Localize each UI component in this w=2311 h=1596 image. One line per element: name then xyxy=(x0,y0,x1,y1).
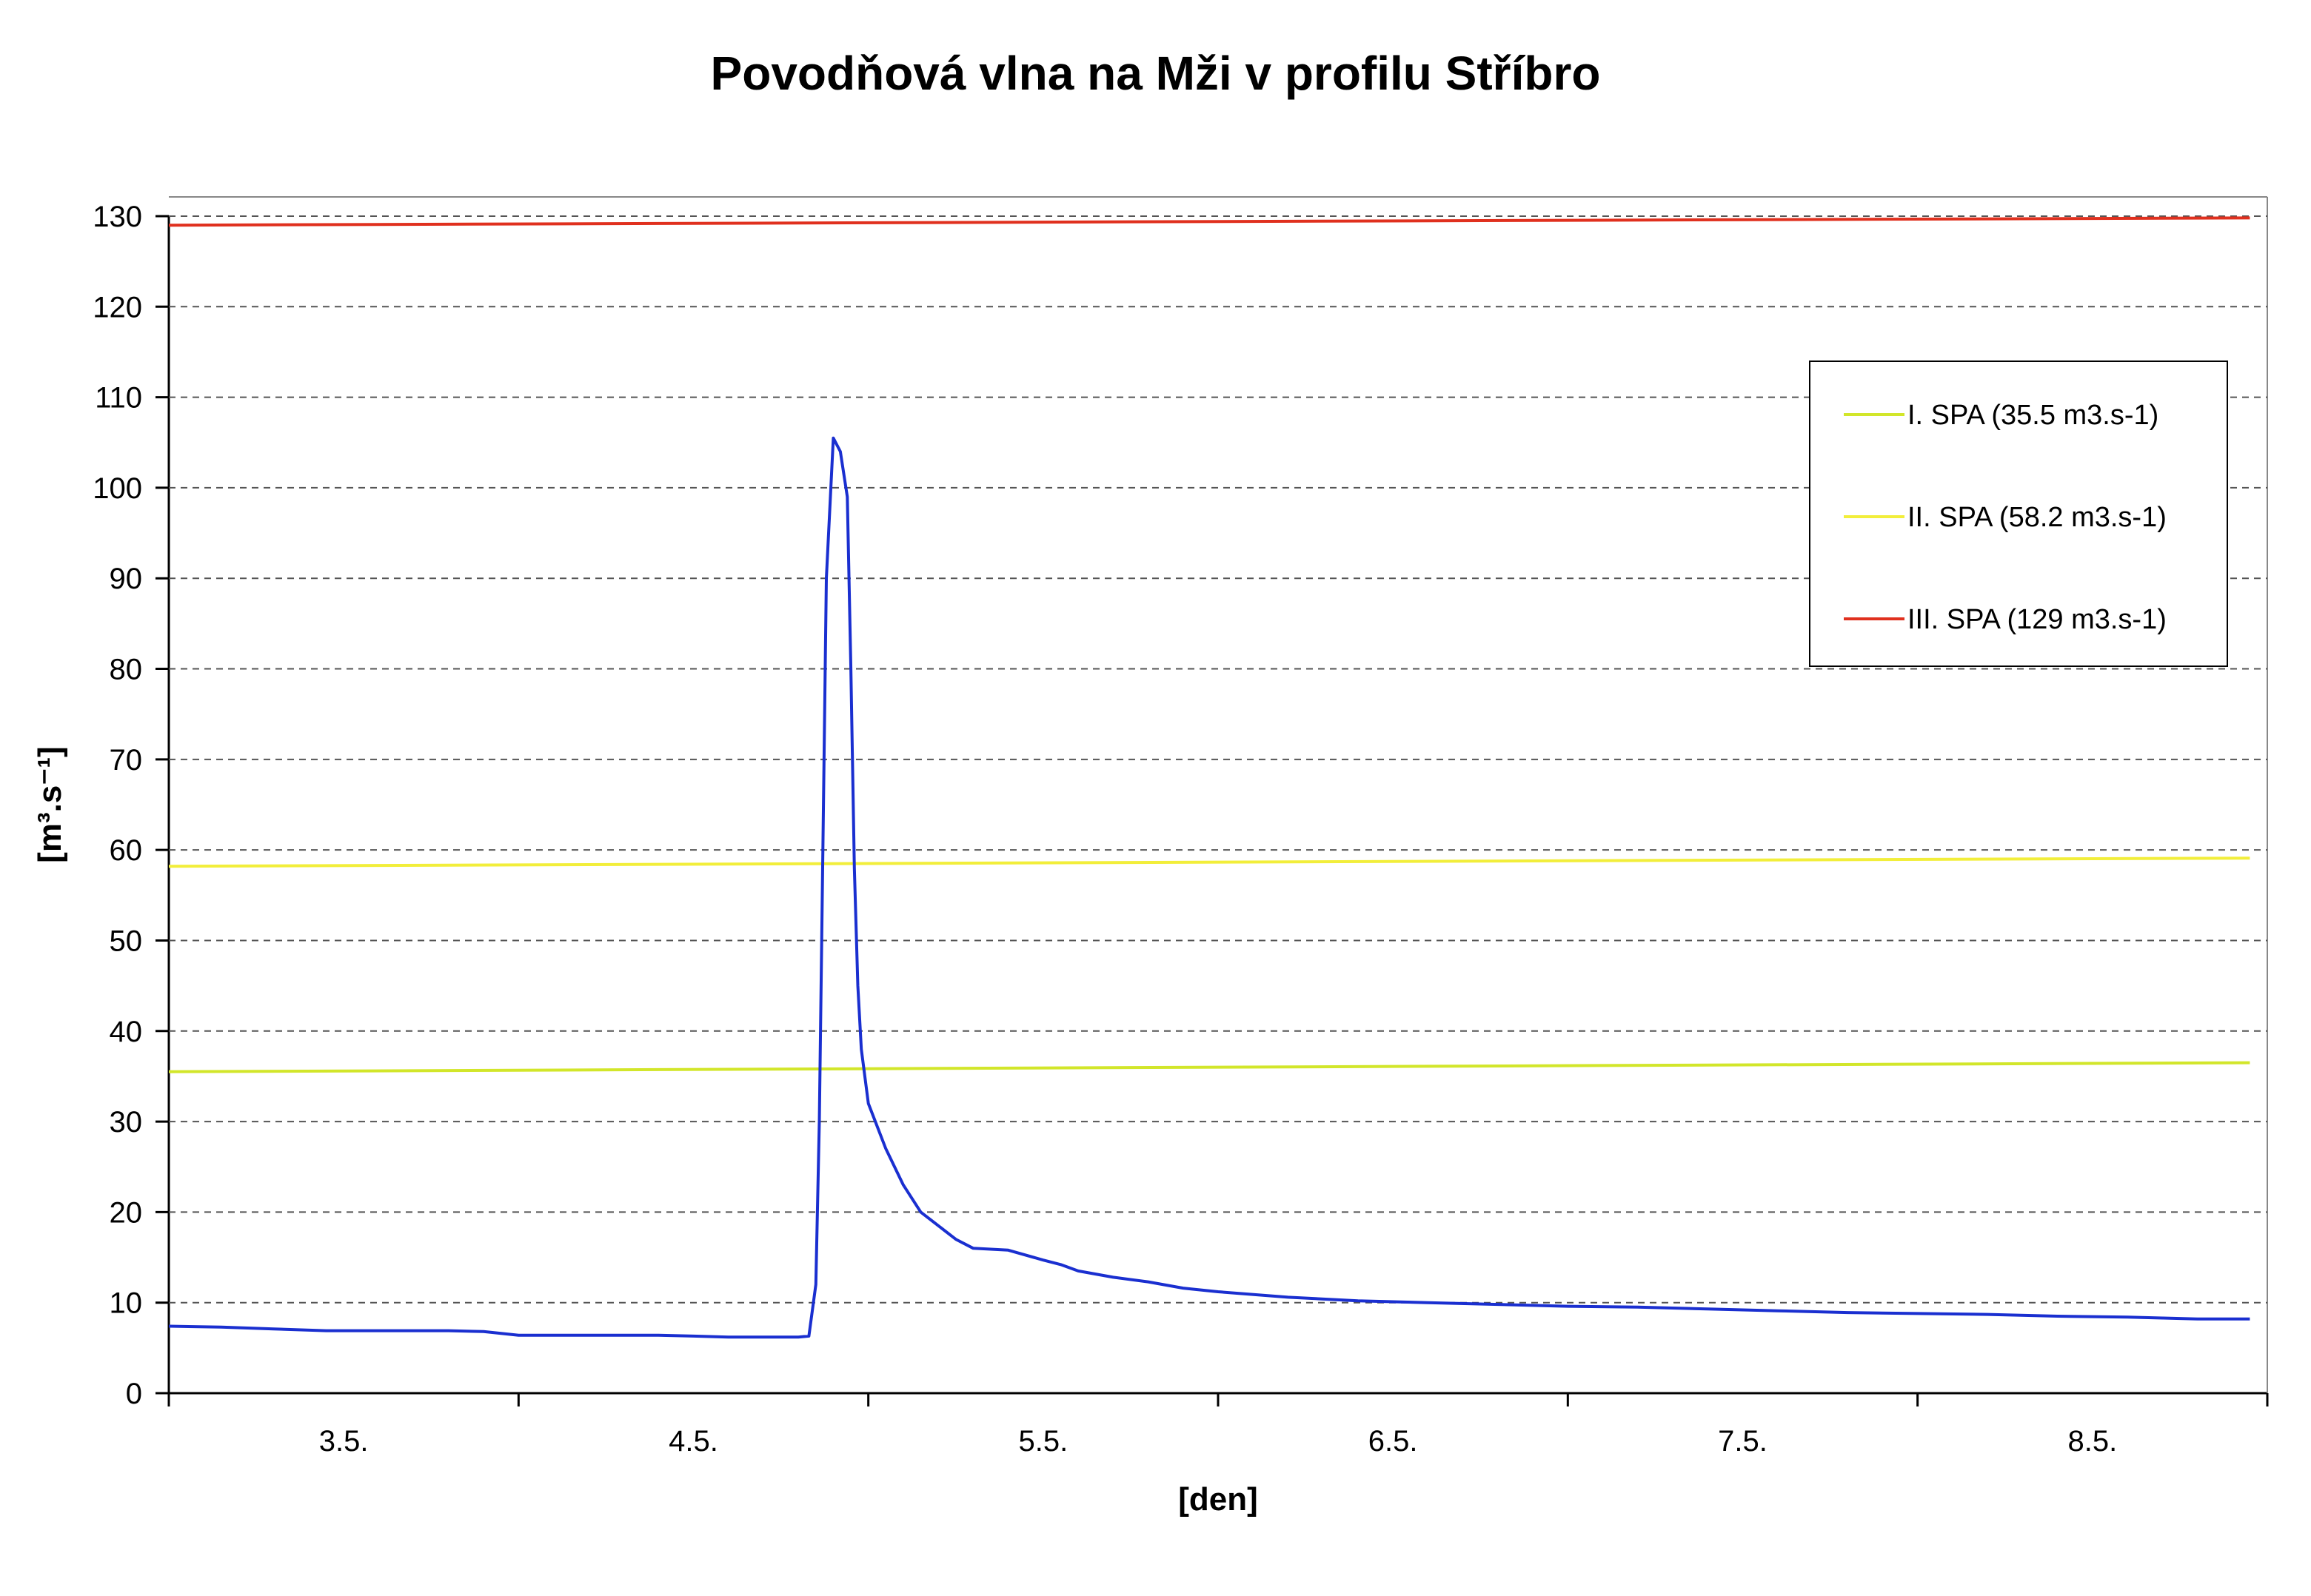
y-tick-label: 70 xyxy=(110,744,143,777)
series-line xyxy=(168,216,2250,227)
y-tick-label: 110 xyxy=(95,382,142,415)
y-tick-label: 0 xyxy=(126,1378,142,1410)
y-tick-label: 40 xyxy=(110,1016,143,1048)
y-tick-label: 100 xyxy=(93,472,142,505)
legend-box xyxy=(1809,361,2228,667)
legend-label: III. SPA (129 m3.s-1) xyxy=(1907,604,2167,635)
series-line xyxy=(168,856,2250,868)
legend-label: II. SPA (58.2 m3.s-1) xyxy=(1907,502,2167,533)
y-tick-label: 50 xyxy=(110,925,143,957)
legend: I. SPA (35.5 m3.s-1) II. SPA (58.2 m3.s-1… xyxy=(1809,361,2228,667)
y-tick-label: 60 xyxy=(110,834,143,867)
y-tick-label: 120 xyxy=(93,291,142,323)
y-tick-label: 10 xyxy=(110,1287,143,1320)
x-tick-label: 7.5. xyxy=(1718,1425,1767,1458)
y-axis-label: [m³.s⁻¹] xyxy=(32,746,68,863)
legend-label: I. SPA (35.5 m3.s-1) xyxy=(1907,400,2158,431)
x-tick-label: 3.5. xyxy=(319,1425,369,1458)
x-tick-label: 5.5. xyxy=(1018,1425,1068,1458)
x-tick-label: 6.5. xyxy=(1368,1425,1418,1458)
y-tick-label: 130 xyxy=(93,201,142,233)
series-line xyxy=(168,1061,2250,1073)
y-tick-label: 30 xyxy=(110,1106,143,1139)
series-lines xyxy=(168,216,2250,1339)
y-axis: 0 10 20 30 40 50 60 70 80 90 100 110 120 130 xyxy=(93,201,169,1410)
series-line xyxy=(168,436,2250,1339)
x-tick-label: 4.5. xyxy=(669,1425,718,1458)
x-tick-label: 8.5. xyxy=(2067,1425,2117,1458)
y-tick-label: 20 xyxy=(110,1196,143,1229)
grid xyxy=(169,215,2267,1304)
y-tick-label: 80 xyxy=(110,654,143,686)
x-axis: 3.5. 4.5. 5.5. 6.5. 7.5. 8.5. xyxy=(167,1393,2269,1458)
chart-title: Povodňová vlna na Mži v profilu Stříbro xyxy=(710,47,1601,100)
x-axis-label: [den] xyxy=(1178,1481,1258,1518)
y-tick-label: 90 xyxy=(110,563,143,595)
